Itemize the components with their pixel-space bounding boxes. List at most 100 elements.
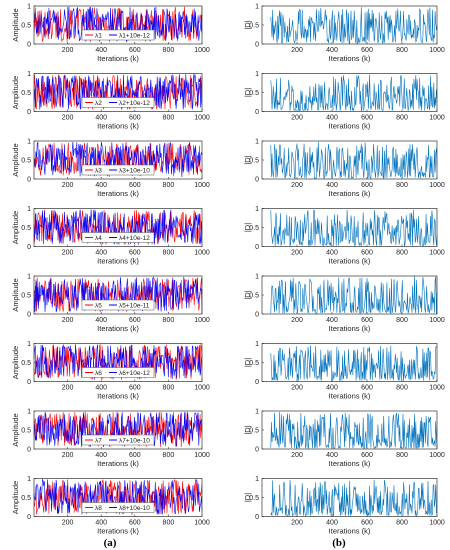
y-axis-label: Amplitude [11,346,20,379]
y-tick-label: 0 [27,312,31,319]
y-tick-label: 0.5 [249,158,259,165]
legend-box [81,502,155,513]
x-tick-label: 200 [291,452,303,459]
y-tick-label: 0.5 [21,360,31,367]
x-axis-label: Iterations (k) [329,392,371,401]
x-tick-label: 600 [361,385,373,392]
series-line-2 [33,141,203,178]
x-tick-label: 200 [291,115,303,122]
right-plot-7: 200 400 600 800 1000 0 0.5 1 Iterations (k) |D| [243,409,445,469]
right-plot-2: 200 400 600 800 1000 0 0.5 1 Iterations (k) |D| [243,71,445,131]
y-tick-label: 1 [27,71,31,78]
x-tick-label: 1000 [429,47,445,54]
x-axis-label: Iterations (k) [97,459,139,468]
x-tick-label: 1000 [429,520,445,527]
x-tick-label: 1000 [429,452,445,459]
x-tick-label: 1000 [429,250,445,257]
legend-label-2: λ5+10e-11 [119,302,150,309]
right-plot-6: 200 400 600 800 1000 0 0.5 1 Iterations (k) |D| [243,341,445,401]
y-axis-label: Amplitude [11,8,20,41]
legend-label-2: λ1+10e-12 [119,32,150,39]
x-axis-label: Iterations (k) [329,54,371,63]
y-tick-label: 0.5 [249,293,259,300]
x-tick-label: 1000 [194,115,210,122]
series-line-2 [33,478,203,515]
x-tick-label: 1000 [194,182,210,189]
y-tick-label: 0 [27,244,31,251]
x-tick-label: 800 [163,385,175,392]
x-axis-label: Iterations (k) [97,54,139,63]
legend: λ7 λ7+10e-10 [81,434,155,446]
y-tick-label: 1 [27,341,31,348]
left-plot-4: 200 400 600 800 1000 0 0.5 1 Iterations (k) Ampli… [11,206,210,266]
y-tick-label: 1 [255,476,259,483]
series-line [270,7,438,44]
x-tick-label: 800 [396,452,408,459]
legend-label-1: λ3 [95,167,102,174]
y-tick-label: 0.5 [21,158,31,165]
y-axis-label: Amplitude [11,76,20,109]
left-plot-6: 200 400 600 800 1000 0 0.5 1 Iterations (k) Ampli… [11,341,210,401]
x-axis-label: Iterations (k) [329,324,371,333]
y-tick-label: 1 [27,4,31,11]
x-axis-label: Iterations (k) [329,527,371,536]
y-tick-label: 1 [27,476,31,483]
y-axis-label: Amplitude [11,413,20,446]
x-tick-label: 200 [62,452,74,459]
y-tick-label: 1 [255,274,259,281]
x-tick-label: 800 [396,115,408,122]
series-line-2 [33,411,203,448]
x-axis-label: Iterations (k) [97,527,139,536]
y-tick-label: 0.5 [249,428,259,435]
legend-box [81,434,155,446]
legend-label-1: λ8 [95,505,102,512]
y-tick-label: 1 [255,341,259,348]
legend: λ2 λ2+10e-12 [81,97,155,108]
x-axis-label: Iterations (k) [97,257,139,266]
x-tick-label: 600 [129,115,141,122]
left-plot-7: 200 400 600 800 1000 0 0.5 1 Iterations (k) Ampli… [11,409,210,469]
x-tick-label: 800 [163,317,175,324]
y-axis-label: |D| [243,223,252,232]
legend-label-2: λ4+10e-12 [119,235,150,242]
x-tick-label: 400 [95,47,107,54]
x-tick-label: 600 [361,520,373,527]
legend: λ4 λ4+10e-12 [81,232,155,243]
y-tick-label: 0 [27,447,31,454]
x-tick-label: 800 [163,47,175,54]
x-tick-label: 600 [361,47,373,54]
y-tick-label: 0 [27,109,31,116]
right-plot-5: 200 400 600 800 1000 0 0.5 1 Iterations (k) |D| [243,274,445,334]
left-plot-1: 200 400 600 800 1000 0 0.5 1 Iterations (k) Ampli… [11,4,210,64]
y-tick-label: 0.5 [249,495,259,502]
x-tick-label: 800 [163,115,175,122]
x-tick-label: 200 [62,250,74,257]
x-tick-label: 600 [129,385,141,392]
x-axis-label: Iterations (k) [97,392,139,401]
series-line [270,209,438,247]
y-tick-label: 1 [255,4,259,11]
y-tick-label: 0.5 [249,225,259,232]
y-tick-label: 1 [255,206,259,213]
x-tick-label: 1000 [194,250,210,257]
y-tick-label: 1 [27,274,31,281]
legend-box [81,299,155,311]
series-line [270,345,438,382]
legend-label-1: λ7 [95,437,102,444]
y-axis-label: |D| [243,20,252,29]
x-tick-label: 800 [163,520,175,527]
legend: λ8 λ8+10e-10 [81,502,155,513]
legend-label-2: λ7+10e-10 [119,437,150,444]
x-tick-label: 600 [361,250,373,257]
x-tick-label: 200 [62,520,74,527]
legend-label-1: λ5 [95,302,102,309]
y-axis-label: |D| [243,493,252,502]
legend-label-1: λ6 [95,370,102,377]
x-tick-label: 600 [129,182,141,189]
series-line [270,276,438,314]
x-tick-label: 1000 [429,317,445,324]
y-tick-label: 0.5 [21,428,31,435]
x-tick-label: 400 [326,115,338,122]
x-tick-label: 200 [291,385,303,392]
